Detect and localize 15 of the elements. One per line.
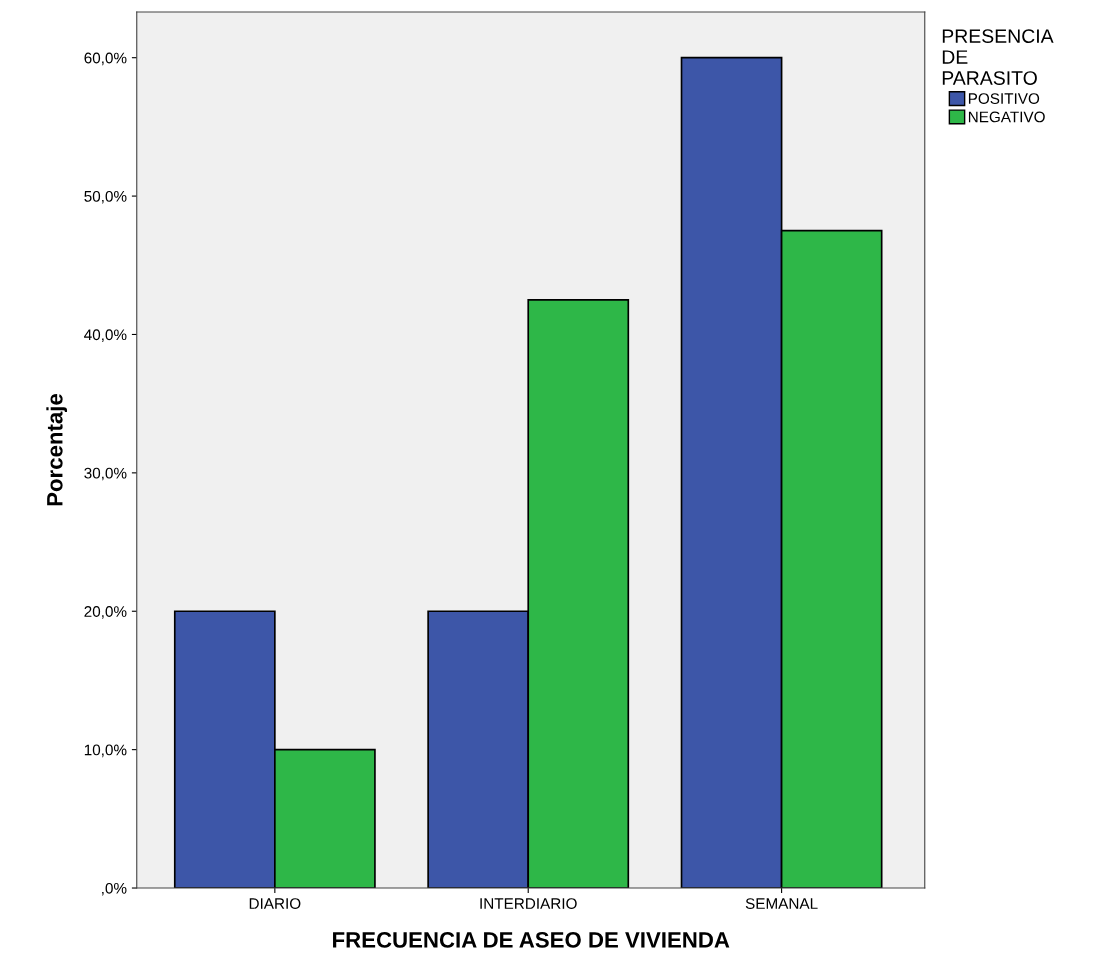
- y-tick-label: 30,0%: [84, 467, 127, 481]
- y-tick-label: 60,0%: [84, 52, 127, 66]
- legend-label: NEGATIVO: [968, 111, 1045, 123]
- y-tick-label: 50,0%: [84, 190, 127, 204]
- legend-label: POSITIVO: [968, 93, 1040, 105]
- y-tick-label: 10,0%: [84, 744, 127, 758]
- x-axis-title: FRECUENCIA DE ASEO DE VIVIENDA: [333, 932, 730, 948]
- y-tick-label: ,0%: [102, 882, 127, 896]
- x-tick-label: DIARIO: [249, 898, 301, 909]
- y-tick-label: 40,0%: [84, 329, 127, 342]
- y-axis-title: Porcentaje: [46, 393, 68, 506]
- y-tick-label: 20,0%: [84, 606, 127, 619]
- legend-title: PRESENCIA DE PARASITO: [942, 29, 1054, 85]
- x-tick-label: SEMANAL: [745, 898, 818, 909]
- x-tick-label: INTERDIARIO: [480, 898, 577, 909]
